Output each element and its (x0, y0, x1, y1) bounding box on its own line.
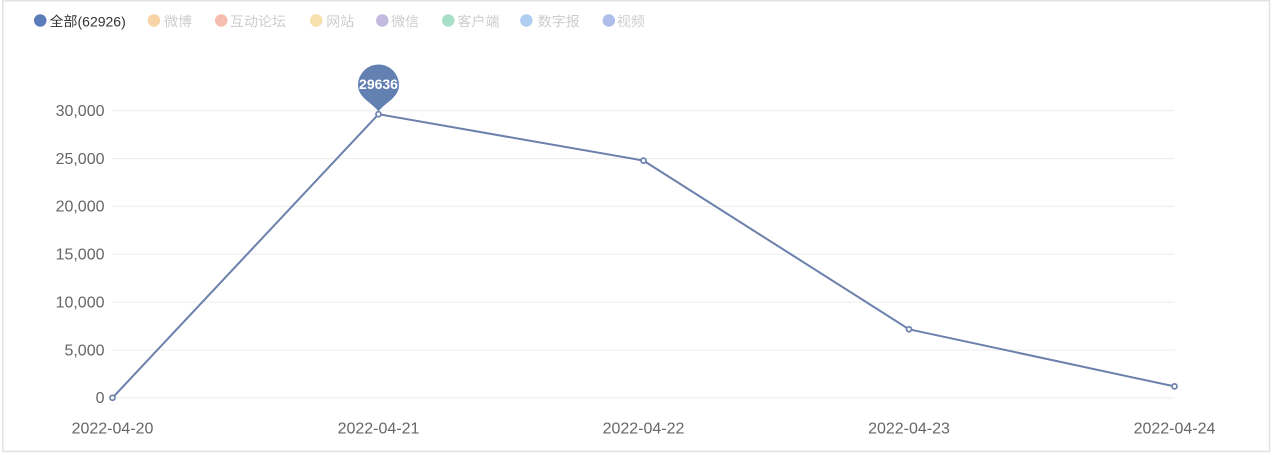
svg-text:25,000: 25,000 (56, 151, 105, 168)
svg-text:5,000: 5,000 (64, 342, 104, 359)
svg-text:(62926): (62926) (78, 13, 126, 29)
svg-text:2022-04-24: 2022-04-24 (1134, 421, 1216, 438)
svg-text:29636: 29636 (359, 76, 398, 92)
svg-text:2022-04-23: 2022-04-23 (868, 421, 950, 438)
svg-text:2022-04-22: 2022-04-22 (603, 421, 685, 438)
svg-text:0: 0 (96, 390, 105, 407)
svg-text:30,000: 30,000 (56, 103, 105, 120)
svg-text:2022-04-20: 2022-04-20 (72, 421, 154, 438)
svg-text:10,000: 10,000 (56, 294, 105, 311)
svg-text:20,000: 20,000 (56, 199, 105, 216)
svg-text:15,000: 15,000 (56, 247, 105, 264)
svg-text:2022-04-21: 2022-04-21 (338, 421, 420, 438)
